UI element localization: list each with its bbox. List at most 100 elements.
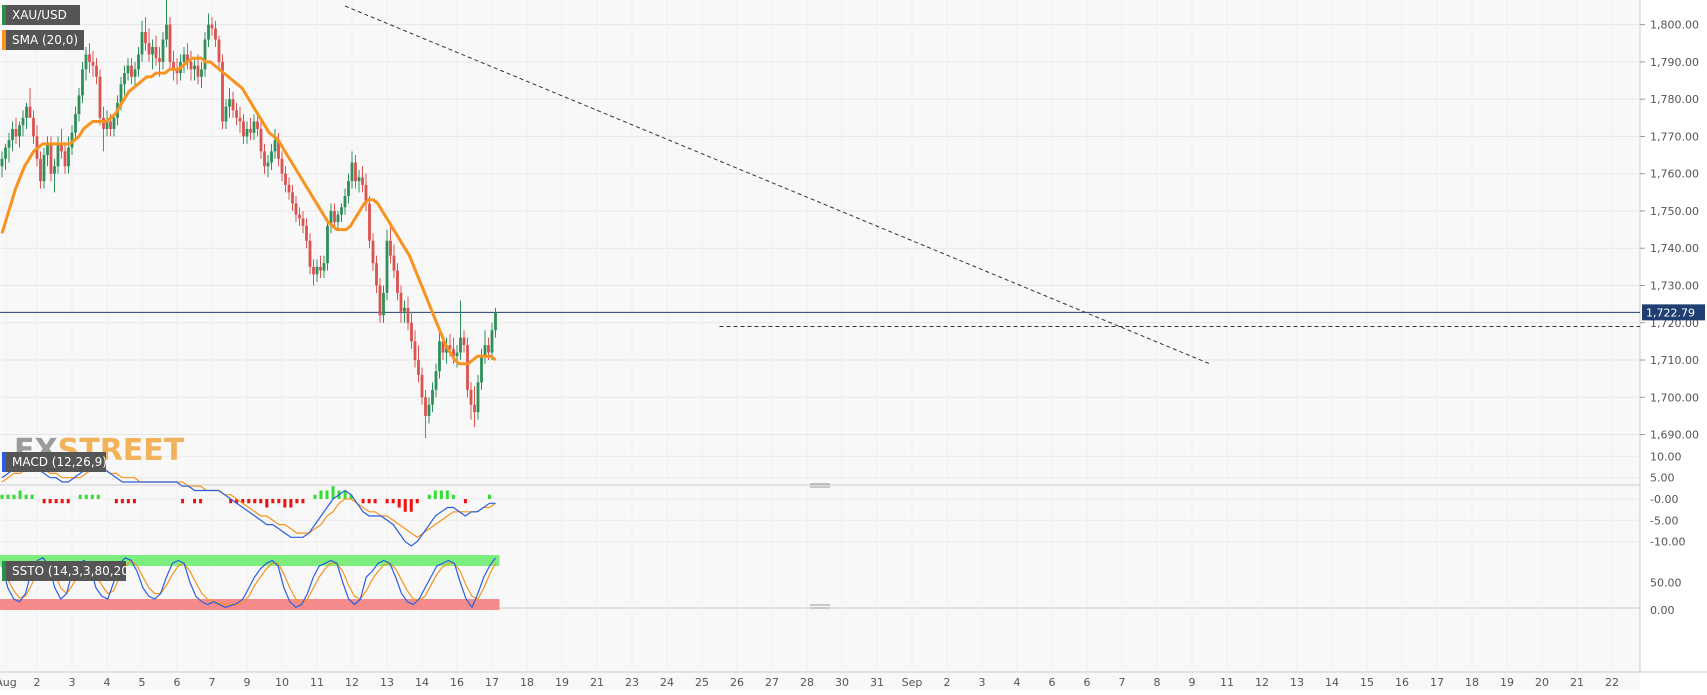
candle	[399, 285, 403, 323]
time-tick-label: 6	[174, 676, 181, 689]
candle	[305, 218, 308, 249]
candle	[74, 106, 77, 141]
macd-histogram-bar	[114, 499, 118, 504]
candle-body	[60, 143, 63, 152]
time-tick-label: 9	[244, 676, 251, 689]
candle	[224, 99, 228, 129]
macd-histogram-bar	[132, 499, 136, 504]
macd-histogram-bar	[6, 494, 10, 499]
candle-body	[364, 184, 368, 204]
candle	[259, 121, 263, 159]
candle-body	[81, 69, 84, 96]
macd-histogram-bar	[397, 499, 401, 508]
candle	[189, 50, 193, 81]
candle-body	[347, 181, 350, 197]
time-tick-label: 12	[1255, 676, 1269, 689]
candle-body	[137, 54, 140, 70]
price-tick-label: 1,730.00	[1650, 279, 1699, 292]
candle	[322, 255, 326, 279]
pane-resize-handle-2[interactable]	[810, 604, 830, 609]
candle-body	[151, 46, 154, 55]
candle	[256, 114, 259, 137]
candle-body	[480, 356, 483, 383]
candle-body	[98, 76, 102, 118]
macd-histogram-bar	[445, 490, 449, 499]
candle-body	[469, 389, 473, 405]
candle	[413, 330, 417, 368]
candle	[112, 114, 116, 137]
candle-body	[186, 54, 189, 62]
candle-body	[74, 114, 77, 133]
ssto-tag[interactable]: SSTO (14,3,3,80,20)	[2, 561, 134, 581]
time-tick-label: 18	[1465, 676, 1479, 689]
candles-layer	[0, 0, 497, 439]
macd-histogram-bar	[385, 499, 389, 504]
symbol-tag-color	[2, 5, 6, 25]
macd-histogram-bar	[181, 499, 185, 504]
candle	[42, 147, 46, 189]
price-tick-label: 1,780.00	[1650, 93, 1699, 106]
candle-body	[308, 240, 312, 267]
macd-histogram-bar	[235, 499, 239, 504]
candle-body	[109, 121, 112, 129]
candle	[389, 225, 392, 264]
macd-histogram-bar	[289, 499, 293, 508]
candle-body	[102, 117, 105, 129]
macd-tick-label: 5.00	[1650, 472, 1675, 485]
candle-body	[382, 292, 385, 316]
time-tick-label: 11	[1220, 676, 1234, 689]
sma-layer	[0, 56, 497, 366]
candle	[77, 87, 81, 122]
candle	[126, 58, 130, 81]
time-tick-label: 16	[450, 676, 464, 689]
candle	[396, 263, 399, 301]
candle-body	[294, 203, 298, 215]
candle-body	[119, 84, 123, 103]
macd-histogram-bar	[229, 499, 233, 504]
candle-body	[371, 240, 375, 264]
candle-body	[473, 404, 476, 413]
macd-histogram-bar	[409, 499, 413, 512]
candle-body	[245, 128, 249, 137]
candle	[291, 184, 294, 211]
time-tick-label: 14	[415, 676, 429, 689]
candle	[81, 61, 84, 103]
candle-body	[112, 117, 116, 129]
candle-body	[42, 155, 46, 182]
candle	[294, 196, 298, 223]
candle-body	[259, 128, 263, 152]
candle-body	[21, 117, 25, 126]
candle	[315, 259, 319, 282]
candle-body	[207, 24, 210, 40]
candle	[46, 136, 49, 167]
candle-body	[399, 292, 403, 312]
candle	[245, 121, 249, 144]
candle-body	[84, 54, 88, 70]
time-tick-label: 8	[1154, 676, 1161, 689]
macd-histogram-bar	[24, 494, 28, 499]
candle-body	[172, 61, 175, 70]
macd-histogram-bar	[451, 494, 455, 499]
ssto-overbought-zone	[0, 555, 500, 566]
time-tick-label: 11	[310, 676, 324, 689]
macd-tag[interactable]: MACD (12,26,9)	[2, 452, 107, 472]
candle	[137, 46, 140, 77]
candle-body	[0, 158, 4, 167]
time-tick-label: 23	[625, 676, 639, 689]
candle-body	[427, 404, 431, 416]
candle	[280, 151, 284, 182]
time-tick-label: 13	[380, 676, 394, 689]
candle	[438, 330, 441, 379]
symbol-tag[interactable]: XAU/USD	[2, 5, 80, 25]
sma-tag[interactable]: SMA (20,0)	[2, 30, 84, 50]
candle	[336, 210, 340, 230]
time-tick-label: 3	[69, 676, 76, 689]
pane-resize-handle-1[interactable]	[810, 483, 830, 488]
candle-body	[203, 39, 207, 70]
candle	[420, 367, 424, 405]
candle	[473, 386, 476, 428]
candle-body	[462, 337, 466, 346]
time-tick-label: 9	[1189, 676, 1196, 689]
candle	[494, 307, 497, 338]
